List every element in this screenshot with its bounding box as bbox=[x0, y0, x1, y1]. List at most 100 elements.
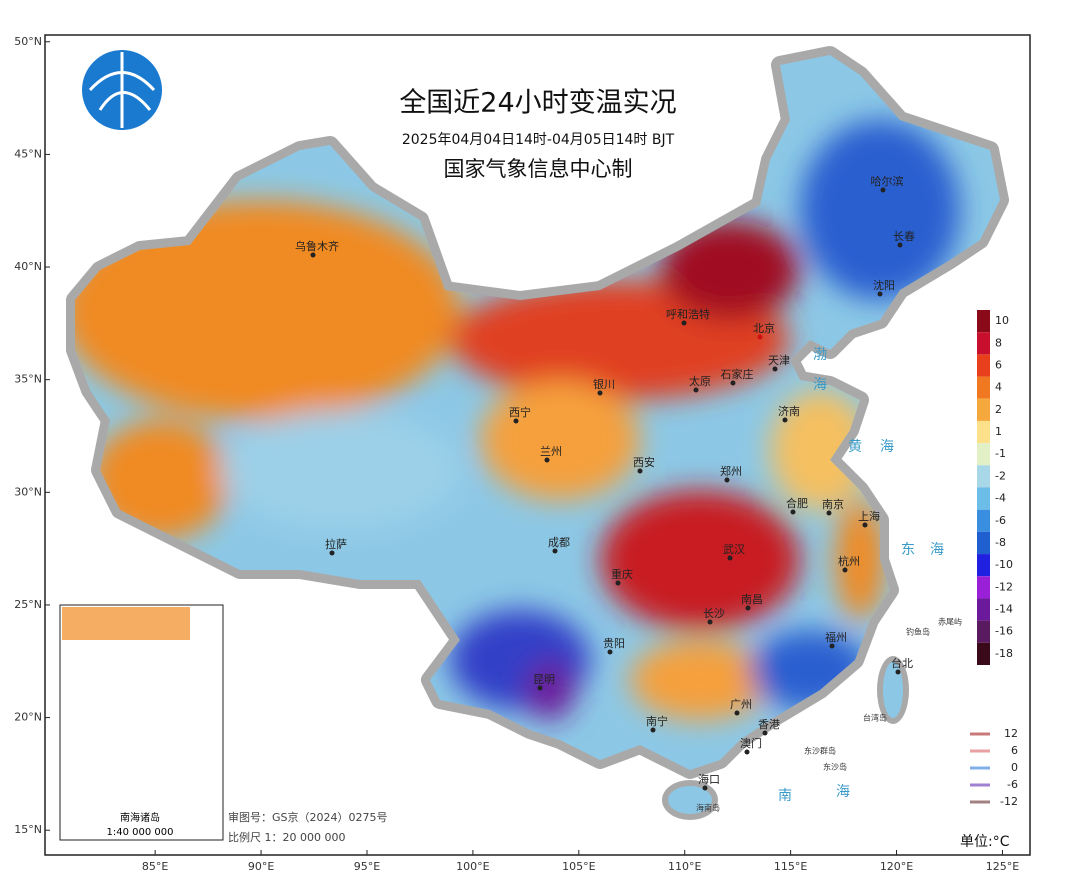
city-label: 呼和浩特 bbox=[666, 307, 710, 321]
city-dot bbox=[707, 619, 713, 625]
city-dot bbox=[650, 727, 656, 733]
color-label: 2 bbox=[995, 403, 1002, 416]
city-dot bbox=[607, 649, 613, 655]
city-dot bbox=[734, 710, 740, 716]
city-dot bbox=[310, 252, 316, 258]
color-label: -12 bbox=[995, 580, 1013, 593]
city-dot bbox=[744, 749, 750, 755]
city-label: 成都 bbox=[548, 536, 570, 549]
city-dot bbox=[552, 548, 558, 554]
city-dot bbox=[790, 509, 796, 515]
color-label: -16 bbox=[995, 625, 1013, 638]
inset-scale: 1:40 000 000 bbox=[107, 827, 174, 838]
sea-label: 东 bbox=[901, 542, 915, 558]
city-label: 南宁 bbox=[646, 714, 668, 728]
city-dot bbox=[826, 510, 832, 516]
hainan bbox=[668, 786, 712, 814]
color-label: 10 bbox=[995, 314, 1009, 327]
lon-label: 90°E bbox=[248, 860, 274, 873]
city-label: 贵阳 bbox=[603, 637, 625, 650]
color-label: -14 bbox=[995, 603, 1013, 616]
city-label: 南昌 bbox=[741, 593, 763, 606]
title: 全国近24小时变温实况 bbox=[399, 88, 676, 119]
place-label: 台湾岛 bbox=[863, 713, 887, 723]
sea-label: 海 bbox=[813, 377, 827, 393]
city-label: 郑州 bbox=[720, 464, 742, 478]
city-label: 合肥 bbox=[786, 496, 808, 510]
lon-label: 115°E bbox=[774, 860, 807, 873]
city-label: 南京 bbox=[822, 497, 844, 511]
sea-label: 黄 bbox=[848, 438, 862, 455]
city-dot bbox=[829, 643, 835, 649]
city-dot bbox=[537, 685, 543, 691]
city-label: 香港 bbox=[758, 718, 780, 731]
color-swatch bbox=[977, 642, 990, 665]
color-label: -4 bbox=[995, 492, 1006, 505]
city-label: 长沙 bbox=[703, 607, 725, 620]
lon-label: 95°E bbox=[354, 860, 380, 873]
city-label: 长春 bbox=[893, 230, 915, 243]
sea-label: 海 bbox=[930, 542, 944, 558]
city-label: 太原 bbox=[689, 375, 711, 388]
inset: 南海诸岛 1:40 000 000 bbox=[59, 604, 224, 841]
subtitle: 2025年04月04日14时-04月05日14时 BJT bbox=[402, 132, 675, 148]
lon-label: 125°E bbox=[986, 860, 1019, 873]
taiwan bbox=[883, 662, 903, 718]
lat-label: 45°N bbox=[14, 147, 42, 160]
city-dot bbox=[513, 418, 519, 424]
city-label: 杭州 bbox=[838, 554, 860, 568]
lat-label: 25°N bbox=[14, 598, 42, 611]
color-swatch bbox=[977, 420, 990, 444]
city-dot bbox=[762, 730, 768, 736]
color-swatch bbox=[977, 554, 990, 577]
contour-label: -12 bbox=[1000, 795, 1018, 808]
place-label: 东沙群岛 bbox=[804, 746, 836, 756]
city-label: 武汉 bbox=[723, 543, 745, 556]
sea-label: 海 bbox=[836, 784, 850, 800]
lat-label: 35°N bbox=[14, 373, 42, 386]
place-label: 东沙岛 bbox=[823, 762, 847, 772]
city-label: 福州 bbox=[825, 630, 847, 644]
city-dot bbox=[877, 291, 883, 297]
city-label: 重庆 bbox=[611, 567, 633, 581]
city-label: 西安 bbox=[633, 455, 655, 469]
color-swatch bbox=[977, 376, 990, 399]
city-dot bbox=[544, 457, 550, 463]
color-label: 1 bbox=[995, 425, 1002, 438]
city-dot bbox=[782, 417, 788, 423]
city-label: 天津 bbox=[768, 354, 790, 367]
city-dot bbox=[862, 522, 868, 528]
city-label: 济南 bbox=[778, 404, 800, 418]
city-dot bbox=[757, 334, 763, 340]
lat-label: 40°N bbox=[14, 260, 42, 273]
color-swatch bbox=[977, 487, 990, 510]
city-dot bbox=[745, 605, 751, 611]
contour-label: 6 bbox=[1011, 744, 1018, 757]
city-dot bbox=[727, 555, 733, 561]
color-label: -1 bbox=[995, 447, 1006, 460]
sea-label: 海 bbox=[880, 439, 894, 455]
city-label: 上海 bbox=[858, 509, 880, 523]
city-label: 兰州 bbox=[540, 445, 562, 458]
contour-label: -6 bbox=[1007, 778, 1018, 791]
scale: 比例尺 1：20 000 000 bbox=[228, 830, 345, 844]
city-dot bbox=[897, 242, 903, 248]
contour-label: 12 bbox=[1004, 727, 1018, 740]
city-label: 沈阳 bbox=[873, 278, 895, 292]
color-swatch bbox=[977, 620, 990, 643]
color-label: -6 bbox=[995, 514, 1006, 527]
city-label: 银川 bbox=[593, 377, 615, 391]
approval: 审图号：GS京（2024）0275号 bbox=[228, 810, 388, 824]
city-dot bbox=[730, 380, 736, 386]
city-dot bbox=[637, 468, 643, 474]
city-dot bbox=[880, 187, 886, 193]
city-dot bbox=[724, 477, 730, 483]
contour-label: 0 bbox=[1011, 761, 1018, 774]
lon-label: 100°E bbox=[456, 860, 489, 873]
city-dot bbox=[597, 390, 603, 396]
color-label: -8 bbox=[995, 536, 1006, 549]
city-dot bbox=[693, 387, 699, 393]
city-label: 石家庄 bbox=[721, 367, 754, 381]
city-dot bbox=[842, 567, 848, 573]
